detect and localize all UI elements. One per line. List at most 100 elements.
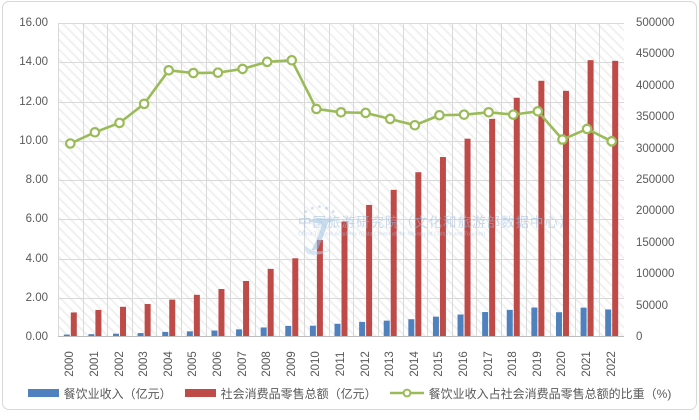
ratio-marker [409,119,421,131]
right-axis-tick: 200000 [636,205,675,218]
retail-total-bar [562,90,569,337]
x-axis-label: 2001 [88,351,101,377]
legend-bar-swatch [184,389,216,397]
left-axis-tick: 12.00 [19,95,48,108]
right-axis-tick: 350000 [636,111,675,124]
legend-item: 餐饮业收入占社会消费品零售总额的比重（%) [389,385,671,402]
ratio-marker [163,64,175,76]
catering-bar [555,312,562,337]
x-axis-label: 2002 [113,351,126,377]
ratio-marker [89,127,101,138]
ratio-marker [237,63,248,75]
ratio-marker [261,56,273,68]
right-axis-tick: 300000 [636,142,675,155]
legend: 餐饮业收入（亿元） 社会消费品零售总额（亿元） 餐饮业收入占社会消费品零售总额的比重… [0,383,699,403]
x-axis-label: 2021 [581,351,594,377]
right-axis-tick: 500000 [636,17,675,29]
retail-total-bar [120,306,127,337]
catering-bar [88,334,95,337]
retail-total-bar [464,138,471,337]
x-axis-label: 2022 [605,351,618,377]
x-axis-label: 2008 [261,351,274,377]
retail-total-bar [292,258,299,337]
left-axis-tick: 4.00 [25,252,48,265]
retail-total-bar [612,60,619,337]
x-axis-label: 2006 [211,351,224,377]
retail-total-bar [169,299,176,337]
retail-total-bar [243,280,250,337]
retail-total-bar [439,157,446,337]
catering-bar [457,314,464,337]
ratio-marker [286,54,298,66]
ratio-marker [65,138,76,149]
x-axis-label: 2018 [507,351,520,377]
left-axis-tick: 2.00 [25,291,48,304]
catering-bar [211,330,218,337]
legend-item: 社会消费品零售总额（亿元） [184,385,377,402]
catering-bar [605,309,612,337]
catering-bar [506,309,513,337]
ratio-marker [434,109,445,121]
catering-bar [309,325,316,337]
chart-canvas [58,23,624,337]
catering-bar [580,307,587,337]
ratio-marker [458,109,470,120]
ratio-marker [360,107,371,119]
retail-total-bar [267,268,274,337]
x-axis-label: 2004 [162,351,175,377]
retail-total-bar [587,60,594,337]
catering-bar [260,327,267,337]
x-axis-label: 2013 [384,351,397,377]
ratio-marker [606,136,617,147]
right-axis-tick: 400000 [636,79,675,92]
catering-bar [63,334,70,337]
x-axis-label: 2017 [482,351,495,377]
ratio-marker [483,106,494,118]
catering-bar [334,323,341,337]
catering-bar [408,319,415,337]
left-axis-tick: 8.00 [25,174,48,186]
left-axis-tick: 0.00 [25,331,48,343]
retail-total-bar [390,189,397,337]
plot-area: 中国旅游研究院（文化和旅游部数据中心） China Tourism Academ… [58,23,624,337]
legend-label: 餐饮业收入（亿元） [63,386,172,401]
retail-total-bar [415,172,422,337]
retail-total-bar [366,204,373,337]
right-axis-tick: 100000 [636,268,675,281]
retail-total-bar [193,294,200,337]
x-axis-label: 2007 [236,351,249,377]
left-axis-tick: 6.00 [25,213,48,226]
x-axis-label: 2009 [285,351,298,377]
legend-bar-swatch [27,389,59,397]
ratio-marker [507,109,519,120]
legend-line-marker [389,388,424,398]
chart-frame [2,1,697,410]
catering-bar [432,316,439,337]
retail-total-bar [218,289,225,337]
catering-bar [383,320,390,337]
retail-total-bar [316,239,323,337]
retail-total-bar [513,97,520,337]
ratio-marker [557,134,568,145]
x-axis-label: 2010 [310,351,323,377]
catering-bar [531,307,538,337]
right-axis-tick: 250000 [636,174,675,186]
x-axis-label: 2015 [433,351,446,377]
left-axis-tick: 10.00 [19,134,48,147]
retail-total-bar [489,118,496,337]
catering-bar [162,331,169,337]
ratio-marker [138,98,150,110]
x-axis-label: 2003 [138,351,151,377]
catering-bar [285,325,292,337]
ratio-marker [114,117,125,129]
legend-item: 餐饮业收入（亿元） [27,385,172,402]
ratio-marker [532,106,544,117]
right-axis-tick: 450000 [636,48,675,61]
left-axis-tick: 14.00 [19,56,48,69]
x-axis-label: 2019 [531,351,544,377]
retail-total-bar [341,221,348,337]
x-axis-label: 2011 [335,351,347,377]
catering-bar [236,329,243,337]
ratio-line [69,58,613,145]
